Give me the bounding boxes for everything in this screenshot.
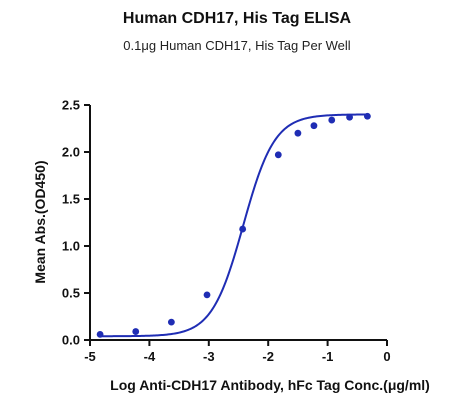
x-tick-label: -4 bbox=[144, 349, 156, 364]
y-tick-label: 2.5 bbox=[62, 98, 80, 113]
chart-subtitle: 0.1μg Human CDH17, His Tag Per Well bbox=[123, 38, 351, 53]
axes bbox=[89, 105, 387, 341]
data-point bbox=[310, 122, 318, 130]
data-point bbox=[274, 151, 282, 159]
y-tick-label: 0.5 bbox=[62, 286, 80, 301]
data-point bbox=[239, 225, 247, 233]
x-tick-label: -5 bbox=[84, 349, 96, 364]
x-axis-ticks: -5 -4 -3 -2 -1 0 bbox=[84, 340, 391, 364]
y-tick-label: 0.0 bbox=[62, 333, 80, 348]
x-tick-label: -2 bbox=[262, 349, 274, 364]
data-point bbox=[132, 328, 140, 335]
x-tick-label: -1 bbox=[322, 349, 334, 364]
x-axis-label: Log Anti-CDH17 Antibody, hFc Tag Conc.(μ… bbox=[110, 377, 430, 393]
data-point bbox=[363, 112, 371, 120]
x-tick-label: -3 bbox=[203, 349, 215, 364]
data-point bbox=[328, 116, 336, 124]
data-point bbox=[203, 291, 211, 299]
y-tick-label: 1.0 bbox=[62, 239, 80, 254]
data-point bbox=[294, 129, 302, 137]
data-points bbox=[96, 112, 371, 338]
y-axis-ticks: 0.0 0.5 1.0 1.5 2.0 2.5 bbox=[62, 98, 90, 348]
data-point bbox=[346, 113, 353, 121]
data-point bbox=[167, 318, 175, 326]
fit-curve bbox=[100, 113, 368, 338]
data-point bbox=[96, 330, 104, 338]
chart-title: Human CDH17, His Tag ELISA bbox=[122, 10, 352, 27]
y-tick-label: 2.0 bbox=[62, 145, 80, 160]
x-tick-label: 0 bbox=[383, 349, 390, 364]
y-tick-label: 1.5 bbox=[62, 192, 80, 207]
y-axis-label: Mean Abs.(OD450) bbox=[32, 160, 48, 283]
